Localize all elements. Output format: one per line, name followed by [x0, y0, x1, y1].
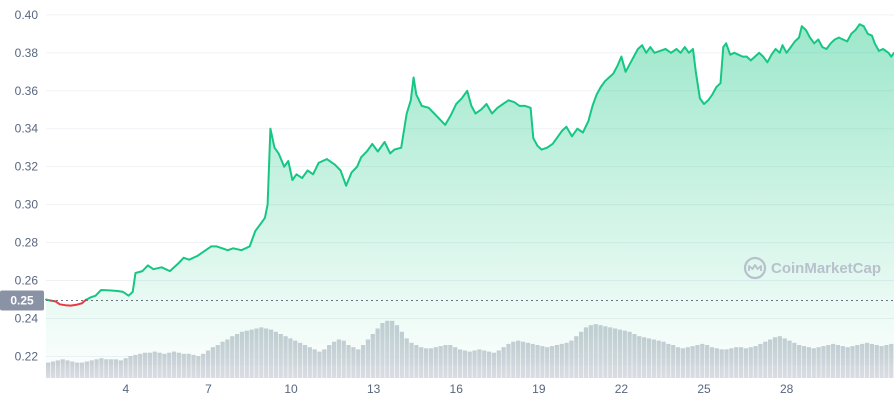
- volume-bar: [123, 358, 128, 378]
- x-tick-label: 25: [697, 382, 711, 396]
- y-axis: 0.40 0.38 0.36 0.34 0.32 0.30 0.28 0.26 0.24 0.22: [15, 8, 39, 364]
- volume-bar: [491, 352, 497, 378]
- watermark-text: CoinMarketCap: [771, 260, 881, 277]
- volume-bar: [79, 362, 85, 378]
- y-tick-label: 0.28: [15, 236, 39, 250]
- volume-bar: [181, 353, 186, 378]
- baseline-badge-label: 0.25: [10, 293, 34, 307]
- volume-bar: [55, 360, 60, 378]
- y-tick-label: 0.22: [15, 349, 39, 363]
- x-tick-label: 13: [367, 382, 381, 396]
- x-tick-label: 16: [450, 382, 464, 396]
- x-tick-label: 7: [205, 382, 212, 396]
- volume-bar: [50, 361, 56, 378]
- volume-bar: [147, 352, 153, 378]
- y-tick-label: 0.30: [15, 198, 39, 212]
- volume-bar: [108, 359, 114, 378]
- price-area-fill: [46, 24, 894, 366]
- coinmarketcap-watermark: CoinMarketCap: [743, 256, 881, 280]
- volume-bar: [89, 360, 94, 378]
- x-tick-label: 4: [123, 382, 130, 396]
- x-tick-label: 10: [284, 382, 298, 396]
- baseline-badge-background: [0, 290, 44, 311]
- volume-bar: [46, 362, 51, 378]
- baseline-price-badge: 0.25: [0, 290, 44, 311]
- y-tick-label: 0.24: [15, 312, 39, 326]
- volume-bar: [162, 353, 167, 378]
- volume-bar: [128, 356, 133, 378]
- x-tick-label: 22: [615, 382, 629, 396]
- x-axis: 4 7 10 13 16 19 22 25 28: [123, 382, 794, 396]
- y-tick-label: 0.38: [15, 46, 39, 60]
- volume-bar: [104, 359, 109, 378]
- volume-bar: [65, 360, 70, 378]
- volume-bar: [167, 352, 172, 378]
- volume-bar: [133, 354, 138, 378]
- y-tick-label: 0.40: [15, 8, 39, 22]
- volume-bar: [118, 360, 123, 378]
- volume-bar: [60, 359, 65, 378]
- x-tick-label: 19: [532, 382, 546, 396]
- volume-bar: [70, 361, 75, 378]
- volume-bar: [99, 358, 104, 378]
- y-tick-label: 0.34: [15, 122, 39, 136]
- y-tick-label: 0.32: [15, 160, 39, 174]
- y-tick-label: 0.26: [15, 274, 39, 288]
- y-tick-label: 0.36: [15, 84, 39, 98]
- coinmarketcap-logo-icon: [743, 256, 767, 280]
- volume-bar: [157, 352, 162, 378]
- volume-bar: [75, 362, 80, 378]
- volume-bar: [186, 353, 191, 378]
- volume-bar: [113, 359, 119, 378]
- volume-bar: [94, 359, 99, 378]
- volume-bar: [138, 353, 143, 378]
- volume-bar: [142, 352, 148, 378]
- x-tick-label: 28: [780, 382, 794, 396]
- volume-bar: [176, 352, 182, 378]
- volume-bar: [84, 361, 90, 378]
- volume-bar: [201, 353, 206, 378]
- volume-bar: [196, 356, 201, 378]
- price-line-up: [45, 23, 894, 302]
- volume-bar: [191, 354, 196, 378]
